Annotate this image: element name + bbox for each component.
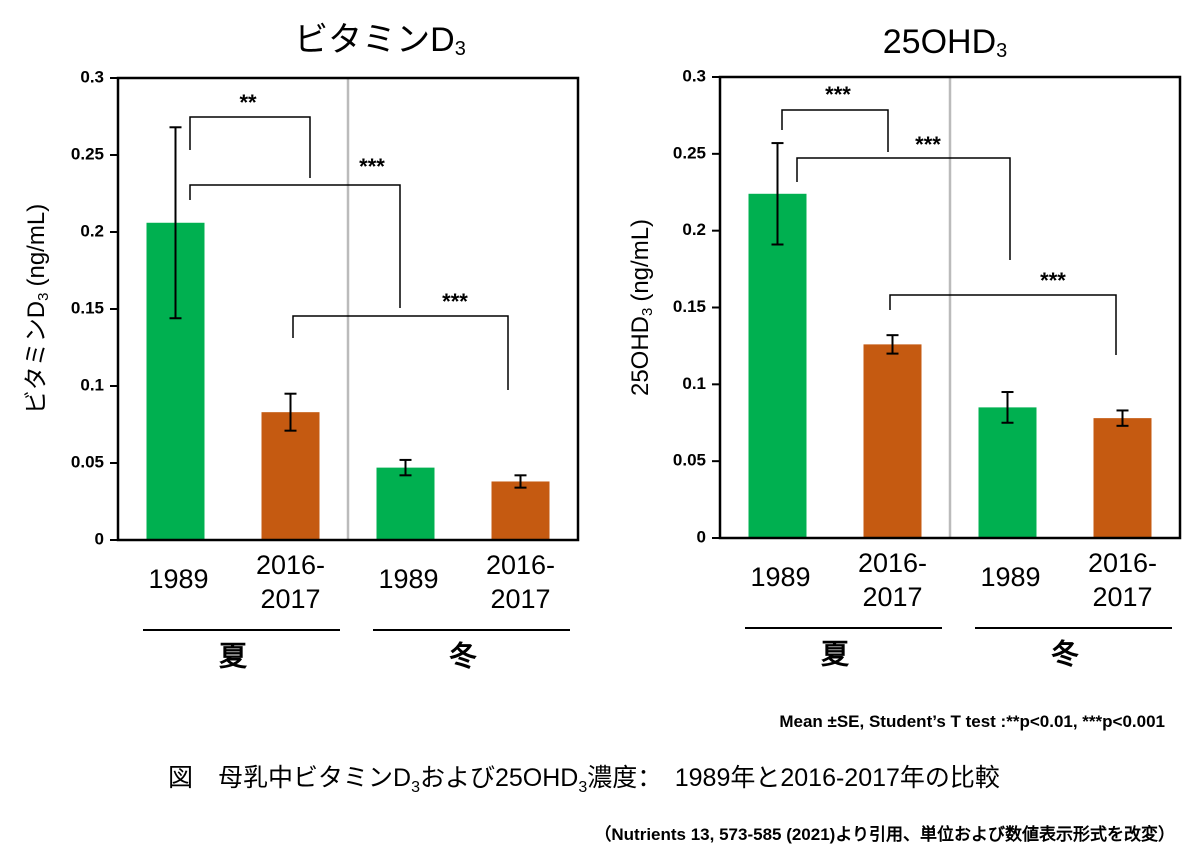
significance-label: ***	[1040, 268, 1066, 293]
group-label: 冬	[449, 640, 477, 671]
title-subscript: 3	[996, 40, 1007, 62]
x-tick-label: 1989	[980, 562, 1041, 592]
chart-title: ビタミンD3	[294, 21, 466, 60]
bar	[978, 407, 1037, 538]
y-tick-label: 0.25	[71, 144, 104, 163]
y-tick-label: 0	[95, 529, 104, 548]
y-tick-label: 0.25	[673, 143, 706, 162]
bar	[261, 412, 320, 540]
x-tick-label: 2016-2017	[857, 548, 928, 612]
y-tick-label: 0.1	[80, 375, 104, 394]
caption: 図 母乳中ビタミンD3および25OHD3濃度： 1989年と2016-2017年…	[168, 758, 1000, 797]
error-bar	[771, 142, 784, 246]
x-tick-label: 2016-2017	[255, 550, 326, 614]
y-tick-label: 0.2	[682, 220, 706, 239]
group-label: 夏	[821, 638, 850, 669]
error-bar	[284, 392, 297, 432]
error-bar	[886, 334, 899, 355]
y-tick-label: 0.3	[682, 66, 706, 85]
plot-frame	[116, 76, 580, 542]
y-tick-label: 0.05	[673, 451, 706, 470]
bar	[863, 344, 922, 538]
group-label: 夏	[219, 640, 248, 671]
ylabel-unit: (ng/mL)	[627, 219, 654, 302]
significance-label: **	[239, 90, 257, 115]
ylabel-text: 25OHD	[627, 316, 654, 396]
title-text: 25OHD	[883, 23, 996, 61]
caption-text: 濃度： 1989年と2016-2017年の比較	[587, 764, 1000, 792]
y-tick-label: 0.15	[71, 298, 104, 317]
x-tick-label: 2016-2017	[1087, 548, 1158, 612]
bar	[376, 467, 435, 540]
group-label: 冬	[1051, 638, 1079, 669]
error-bar	[514, 474, 527, 489]
y-tick-label: 0.1	[682, 374, 706, 393]
y-tick-label: 0.05	[71, 452, 104, 471]
bar	[748, 193, 807, 538]
plot-frame	[718, 75, 1182, 540]
x-tick-label: 1989	[148, 564, 209, 594]
chart-title: 25OHD3	[883, 23, 1008, 62]
x-tick-label: 1989	[378, 564, 439, 594]
significance-bracket	[292, 315, 509, 390]
y-tick-label: 0.15	[673, 297, 706, 316]
y-axis-label: 25OHD3 (ng/mL)	[627, 219, 656, 396]
caption-text: 図 母乳中ビタミンD	[168, 764, 412, 792]
title-subscript: 3	[455, 38, 466, 60]
significance-bracket	[889, 294, 1117, 355]
source: （Nutrients 13, 573-585 (2021)より引用、単位および数…	[594, 825, 1175, 844]
significance-bracket	[189, 116, 311, 178]
significance-bracket	[189, 184, 401, 308]
bar	[491, 481, 550, 540]
error-bar	[169, 126, 182, 320]
title-text: ビタミンD	[294, 21, 455, 59]
stats-note: Mean ±SE, Student’s T test :**p<0.01, **…	[779, 712, 1165, 731]
significance-label: ***	[359, 154, 385, 179]
significance-label: ***	[442, 289, 468, 314]
y-tick-label: 0.3	[80, 67, 104, 86]
ylabel-text: ビタミンD	[23, 301, 50, 414]
caption-text: および25OHD	[419, 764, 579, 792]
y-tick-label: 0	[697, 527, 706, 546]
significance-label: ***	[825, 82, 851, 107]
ylabel-subscript: 3	[639, 308, 656, 316]
significance-bracket	[796, 157, 1011, 260]
ylabel-unit: (ng/mL)	[23, 204, 50, 287]
error-bar	[1116, 409, 1129, 427]
x-tick-label: 1989	[750, 562, 811, 592]
significance-bracket	[781, 109, 889, 152]
x-tick-label: 2016-2017	[485, 550, 556, 614]
error-bar	[1001, 391, 1014, 424]
y-tick-label: 0.2	[80, 221, 104, 240]
significance-label: ***	[915, 132, 941, 157]
bar	[1093, 418, 1152, 538]
y-axis-label: ビタミンD3 (ng/mL)	[23, 204, 52, 414]
error-bar	[399, 458, 412, 477]
subscript: 3	[578, 779, 588, 796]
subscript: 3	[411, 779, 420, 796]
ylabel-subscript: 3	[35, 293, 52, 301]
